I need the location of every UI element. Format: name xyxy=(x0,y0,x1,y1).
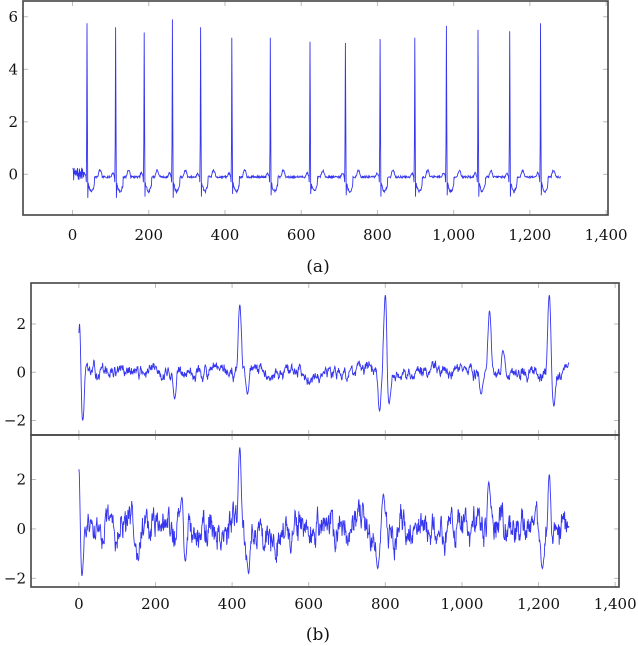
x-tick-label: 400 xyxy=(218,595,247,613)
y-tick-label: −2 xyxy=(4,412,26,430)
x-tick-label: 1,000 xyxy=(432,226,475,244)
chart-b-bottom: 0 200 400 600 800 1,000 1,200 1,400 −2 0 2 (b) xyxy=(4,434,637,645)
chart-b-bottom-y-tick-labels: −2 0 2 xyxy=(4,470,26,587)
chart-a-line xyxy=(72,19,561,198)
y-tick-label: 2 xyxy=(16,315,26,333)
x-tick-label: 800 xyxy=(363,226,392,244)
x-tick-label: 800 xyxy=(371,595,400,613)
x-tick-label: 1,400 xyxy=(585,226,628,244)
chart-b-top: −2 0 2 xyxy=(4,282,620,436)
x-tick-label: 1,000 xyxy=(440,595,483,613)
x-tick-label: 200 xyxy=(134,226,163,244)
x-tick-label: 200 xyxy=(141,595,170,613)
y-tick-label: 2 xyxy=(8,113,18,131)
y-tick-label: 0 xyxy=(16,363,26,381)
y-tick-label: 0 xyxy=(16,520,26,538)
chart-b-bottom-frame xyxy=(30,434,620,588)
chart-a-x-tick-labels: 0 200 400 600 800 1,000 1,200 1,400 xyxy=(68,226,628,244)
chart-b-top-y-tick-labels: −2 0 2 xyxy=(4,315,26,430)
chart-b-bottom-line xyxy=(78,447,570,577)
x-tick-label: 1,200 xyxy=(517,595,560,613)
x-tick-label: 0 xyxy=(74,595,84,613)
chart-b-bottom-x-tick-labels: 0 200 400 600 800 1,000 1,200 1,400 xyxy=(74,595,637,613)
chart-a-frame xyxy=(22,0,609,216)
chart-b-top-frame xyxy=(30,282,620,436)
chart-b-top-line xyxy=(78,295,570,421)
chart-b-top-ticks xyxy=(31,283,619,435)
caption-a: (a) xyxy=(306,257,329,277)
x-tick-label: 600 xyxy=(294,595,323,613)
caption-b: (b) xyxy=(306,625,330,645)
y-tick-label: 4 xyxy=(8,60,18,78)
y-tick-label: −2 xyxy=(4,569,26,587)
chart-a: 0 200 400 600 800 1,000 1,200 1,400 0 2 4 6 (a) xyxy=(8,0,628,277)
x-tick-label: 0 xyxy=(68,226,78,244)
y-tick-label: 0 xyxy=(8,165,18,183)
y-tick-label: 6 xyxy=(8,8,18,26)
chart-a-y-tick-labels: 0 2 4 6 xyxy=(8,8,18,184)
chart-a-ticks xyxy=(23,1,608,215)
x-tick-label: 1,400 xyxy=(594,595,637,613)
chart-b-bottom-ticks xyxy=(31,435,619,587)
x-tick-label: 400 xyxy=(211,226,240,244)
y-tick-label: 2 xyxy=(16,470,26,488)
x-tick-label: 1,200 xyxy=(508,226,551,244)
x-tick-label: 600 xyxy=(287,226,316,244)
